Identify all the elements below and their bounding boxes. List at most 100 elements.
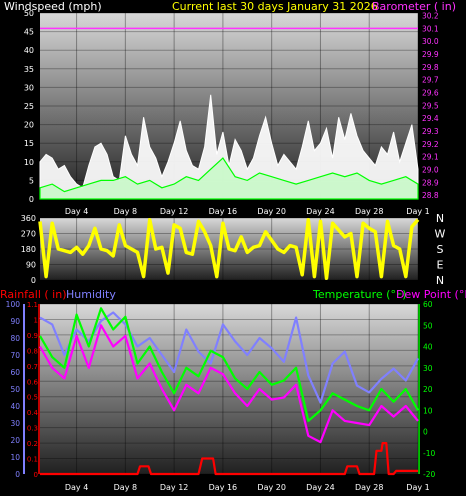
humidity-tick-label: 60: [10, 368, 20, 377]
y-left-tick-label: 10: [24, 158, 34, 167]
y-left-tick-label: 5: [29, 176, 34, 185]
temp-tick-label: 40: [423, 343, 433, 352]
humidity-tick-label: 30: [10, 419, 20, 428]
y-right-tick-label: 28.8: [422, 191, 439, 200]
humidity-tick-label: 90: [10, 317, 20, 326]
y-right-tick-label: 29.4: [422, 114, 439, 123]
compass-label: N: [436, 274, 444, 287]
y-right-tick-label: 29.8: [422, 63, 439, 72]
rain-tick-label: 0.9: [27, 332, 38, 340]
rain-tick-label: 0.7: [27, 363, 38, 371]
y-right-tick-label: 29.2: [422, 140, 439, 149]
windspeed-area: [39, 94, 419, 200]
rainfall-label: Rainfall ( in): [0, 288, 67, 301]
x-tick-label: Day 1: [406, 207, 429, 216]
x-tick-label: Day 8: [114, 483, 137, 492]
y-left-tick-label: 0: [29, 195, 34, 204]
x-tick-label: Day 20: [257, 483, 286, 492]
y-tick-label: 90: [26, 261, 36, 270]
humidity-tick-label: 0: [15, 470, 20, 479]
y-left-tick-label: 20: [24, 121, 34, 130]
y-right-tick-label: 29.0: [422, 165, 439, 174]
rain-tick-label: 0.1: [27, 456, 38, 464]
x-tick-label: Day 4: [65, 483, 88, 492]
x-tick-label: Day 1: [406, 483, 429, 492]
y-right-tick-label: 29.9: [422, 50, 439, 59]
y-left-tick-label: 50: [24, 9, 34, 18]
rain-tick-label: 0.8: [27, 347, 38, 355]
rain-tick-label: 0.5: [27, 394, 38, 402]
x-tick-label: Day 28: [355, 483, 384, 492]
direction-line: [38, 217, 420, 281]
humidity-tick-label: 40: [10, 402, 20, 411]
rain-tick-label: 0.3: [27, 425, 38, 433]
y-right-tick-label: 29.5: [422, 101, 439, 110]
temperature-line: [39, 307, 419, 422]
rain-tick-label: 1: [34, 316, 38, 324]
x-tick-label: Day 24: [306, 483, 335, 492]
x-tick-label: Day 24: [306, 207, 335, 216]
y-left-tick-label: 25: [24, 102, 34, 111]
y-right-tick-label: 29.3: [422, 127, 439, 136]
humidity-tick-label: 80: [10, 334, 20, 343]
temp-tick-label: 20: [423, 385, 433, 394]
x-tick-label: Day 16: [209, 483, 238, 492]
rain-tick-label: 1.1: [27, 301, 38, 309]
humidity-tick-label: 20: [10, 436, 20, 445]
rain-tick-label: 0.4: [27, 409, 39, 417]
y-tick-label: 360: [21, 214, 36, 223]
humidity-tick-label: 10: [10, 453, 20, 462]
y-right-tick-label: 29.1: [422, 153, 439, 162]
y-tick-label: 270: [21, 230, 36, 239]
humidity-label: Humidity: [66, 288, 116, 301]
dewpoint-label: Dew Point (°F): [396, 288, 466, 301]
x-tick-label: Day 8: [114, 207, 137, 216]
x-tick-label: Day 28: [355, 207, 384, 216]
compass-label: S: [437, 243, 444, 256]
y-right-tick-label: 28.9: [422, 178, 439, 187]
period-label: Current last 30 days January 31 2026: [172, 0, 378, 13]
compass-label: E: [437, 259, 444, 272]
compass-label: N: [436, 212, 444, 225]
y-right-tick-label: 30.0: [422, 37, 439, 46]
y-left-tick-label: 45: [24, 28, 34, 37]
windspeed-label: Windspeed (mph): [4, 0, 102, 13]
y-right-tick-label: 29.6: [422, 89, 439, 98]
y-right-tick-label: 30.1: [422, 24, 439, 33]
rain-tick-label: 0.6: [27, 378, 39, 386]
rainfall-line: [40, 442, 418, 476]
temperature-label: Temperature (°F): [312, 288, 407, 301]
x-tick-label: Day 12: [160, 483, 189, 492]
y-left-tick-label: 15: [24, 139, 34, 148]
y-right-tick-label: 30.2: [422, 12, 439, 21]
x-tick-label: Day 12: [160, 207, 189, 216]
x-tick-label: Day 20: [257, 207, 286, 216]
y-right-tick-label: 29.7: [422, 76, 439, 85]
rain-temp-chart: 010203040506070809010000.10.20.30.40.50.…: [6, 300, 436, 492]
y-left-tick-label: 40: [24, 46, 34, 55]
y-left-tick-label: 35: [24, 65, 34, 74]
temp-tick-label: -10: [423, 449, 435, 458]
rain-tick-label: 0.2: [27, 440, 38, 448]
y-tick-label: 0: [31, 276, 36, 285]
rain-tick-label: 0: [34, 471, 38, 479]
x-tick-label: Day 16: [209, 207, 238, 216]
humidity-tick-label: 70: [10, 351, 20, 360]
humidity-tick-label: 100: [6, 300, 21, 309]
temp-tick-label: -20: [423, 470, 435, 479]
dewpoint-line: [39, 324, 419, 444]
temp-tick-label: 50: [423, 321, 433, 330]
y-tick-label: 180: [21, 245, 36, 254]
humidity-line: [39, 311, 419, 404]
barometer-label: Barometer ( in): [372, 0, 456, 13]
x-tick-label: Day 4: [65, 207, 88, 216]
temp-tick-label: 10: [423, 406, 433, 415]
y-left-tick-label: 30: [24, 83, 34, 92]
temp-tick-label: 0: [423, 428, 428, 437]
gust-area: [39, 157, 419, 200]
temp-tick-label: 60: [423, 300, 433, 309]
humidity-tick-label: 50: [10, 385, 20, 394]
temp-tick-label: 30: [423, 364, 433, 373]
